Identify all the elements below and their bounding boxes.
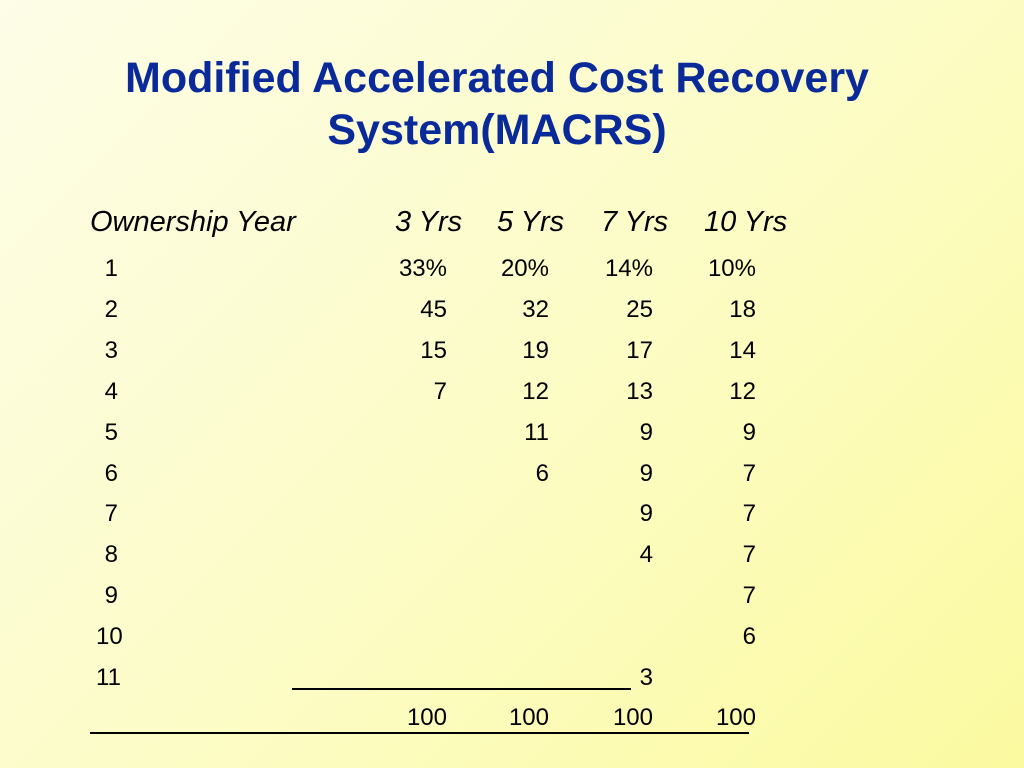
row-year: 5 — [104, 418, 118, 446]
row-value-y7: 3 — [639, 664, 653, 691]
total-7-yrs: 100 — [612, 704, 653, 731]
header-5-yrs: 5 Yrs — [497, 206, 565, 238]
title-line-1: Modified Accelerated Cost Recovery — [125, 54, 869, 102]
slide-title: Modified Accelerated Cost Recovery Syste… — [0, 52, 994, 156]
subtotal-rule — [292, 688, 631, 690]
row-value-y10: 7 — [742, 459, 756, 487]
row-value-y10: 7 — [742, 582, 756, 610]
total-3-yrs: 100 — [406, 704, 447, 731]
row-year: 3 — [104, 336, 118, 364]
row-value-y7: 17 — [626, 336, 653, 364]
row-value-y7: 9 — [639, 500, 653, 528]
row-value-y10: 14 — [729, 336, 756, 364]
row-value-y3: 33% — [398, 255, 447, 282]
row-value-y7: 9 — [639, 418, 653, 446]
row-value-y3: 45 — [420, 295, 447, 323]
total-5-yrs: 100 — [508, 704, 549, 731]
row-value-y5: 12 — [522, 377, 549, 405]
row-value-y5: 32 — [522, 295, 549, 323]
header-10-yrs: 10 Yrs — [704, 206, 788, 238]
row-value-y5: 6 — [535, 459, 549, 487]
total-10-yrs: 100 — [715, 704, 756, 731]
row-year: 10 — [96, 623, 123, 651]
header-7-yrs: 7 Yrs — [601, 206, 669, 238]
row-value-y3: 15 — [420, 336, 447, 364]
row-value-y10: 10% — [707, 255, 756, 282]
row-year: 11 — [96, 664, 121, 691]
row-year: 2 — [104, 295, 118, 323]
row-value-y7: 14% — [604, 255, 653, 282]
row-value-y10: 7 — [742, 500, 756, 528]
row-year: 7 — [104, 500, 118, 528]
title-line-2: System(MACRS) — [327, 106, 667, 154]
row-value-y10: 7 — [742, 541, 756, 569]
row-year: 1 — [104, 255, 118, 282]
row-value-y3: 7 — [433, 377, 447, 405]
header-ownership-year: Ownership Year — [90, 206, 296, 238]
row-value-y10: 9 — [742, 418, 756, 446]
total-rule — [90, 732, 749, 734]
row-year: 8 — [104, 541, 118, 569]
row-value-y5: 19 — [522, 336, 549, 364]
row-value-y10: 6 — [742, 623, 756, 651]
row-value-y5: 11 — [524, 418, 549, 446]
row-value-y10: 12 — [729, 377, 756, 405]
row-value-y7: 25 — [626, 295, 653, 323]
row-year: 4 — [104, 377, 118, 405]
row-year: 9 — [104, 582, 118, 610]
row-value-y7: 13 — [626, 377, 653, 405]
row-value-y10: 18 — [729, 295, 756, 323]
row-value-y7: 9 — [639, 459, 653, 487]
row-value-y7: 4 — [639, 541, 653, 569]
header-3-yrs: 3 Yrs — [395, 206, 463, 238]
row-year: 6 — [104, 459, 118, 487]
row-value-y5: 20% — [500, 255, 549, 282]
